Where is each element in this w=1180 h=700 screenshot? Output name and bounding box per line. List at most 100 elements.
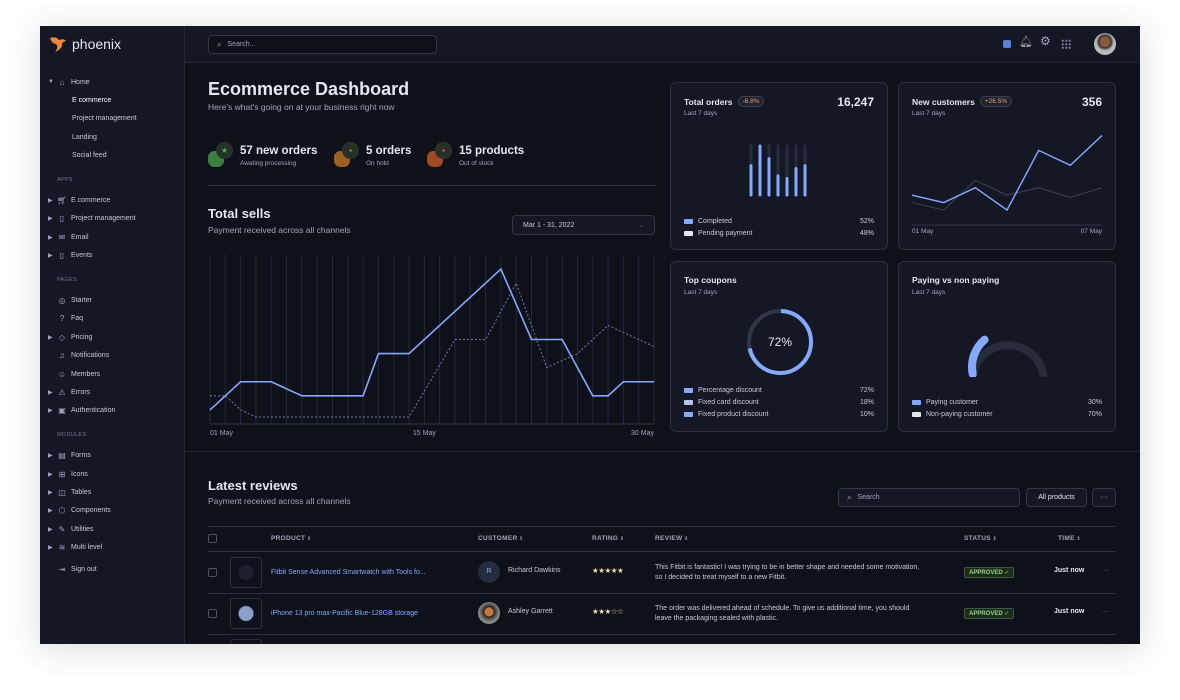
star-filled-icon: ★ bbox=[598, 607, 605, 616]
legend-value: 48% bbox=[859, 229, 874, 237]
review-text: The order was delivered ahead of schedul… bbox=[655, 595, 955, 632]
icon-circle: ▪ bbox=[342, 142, 359, 159]
gauge-fill bbox=[968, 335, 989, 377]
column-header-rating[interactable]: RATING ⇕ bbox=[592, 535, 624, 542]
customer-name[interactable]: Richard Dawkins bbox=[508, 567, 561, 574]
users-icon: ☺ bbox=[57, 369, 67, 379]
x-tick-label: 01 May bbox=[210, 430, 233, 437]
card-title: New customers bbox=[912, 96, 975, 107]
sidebar-item[interactable]: ▶ ◇ Pricing bbox=[48, 331, 92, 343]
x-axis-start-label: 01 May bbox=[912, 228, 934, 235]
logo[interactable]: phoenix bbox=[48, 34, 121, 54]
sign-out-link[interactable]: ⇥ Sign out bbox=[48, 564, 97, 576]
product-thumbnail[interactable] bbox=[230, 639, 262, 644]
change-badge: -6.8% bbox=[737, 96, 765, 107]
cart-icon: 🛒︎ bbox=[56, 195, 68, 205]
sidebar-subitem[interactable]: Social feed bbox=[72, 152, 107, 160]
app-window: phoenix ▼ ⌂ Home E commerce Project manageme… bbox=[40, 26, 1140, 644]
sidebar-item[interactable]: ▶ ▤ Forms bbox=[48, 450, 91, 462]
search-placeholder: Search... bbox=[227, 41, 256, 48]
select-all-checkbox[interactable] bbox=[208, 534, 217, 543]
sidebar-item-label: Members bbox=[71, 370, 101, 378]
tool-icon: ✎ bbox=[58, 524, 66, 534]
mail-icon: ✉ bbox=[58, 232, 66, 242]
column-label: RATING bbox=[592, 535, 619, 542]
more-options-button[interactable]: ··· bbox=[1092, 488, 1116, 507]
sidebar-item[interactable]: ▶ ⬡ Components bbox=[48, 505, 111, 517]
sidebar-item[interactable]: ▶ ⊞ Icons bbox=[48, 468, 88, 480]
caret-down-icon: ▼ bbox=[48, 79, 54, 85]
column-header-customer[interactable]: CUSTOMER ⇕ bbox=[478, 535, 524, 542]
all-products-button[interactable]: All products bbox=[1026, 488, 1087, 507]
reviews-subtitle: Payment received across all channels bbox=[208, 496, 351, 506]
stat-value: 15 products bbox=[459, 145, 525, 157]
total-orders-card: Total orders -6.8% Last 7 days 16,247 Com… bbox=[670, 82, 888, 250]
product-link[interactable]: Fitbit Sense Advanced Smartwatch with To… bbox=[271, 568, 426, 576]
row-actions-button[interactable]: — bbox=[1102, 608, 1109, 615]
star-empty-icon: ☆ bbox=[616, 607, 624, 616]
review-line: so I decided to treat myself to a new Fi… bbox=[655, 573, 787, 581]
sidebar-subitem[interactable]: Landing bbox=[72, 133, 97, 141]
sidebar-subitem[interactable]: E commerce bbox=[72, 96, 112, 104]
sidebar-item[interactable]: ◎ Starter bbox=[48, 294, 93, 306]
total-sells-chart: 01 May 15 May 30 May bbox=[209, 255, 655, 437]
total-orders-bar-chart bbox=[749, 144, 807, 197]
caret-right-icon: ▶ bbox=[48, 253, 53, 260]
product-thumbnail[interactable] bbox=[230, 557, 262, 588]
product-thumbnail[interactable] bbox=[230, 598, 262, 629]
sidebar-item[interactable]: ▶ ≋ Multi level bbox=[48, 542, 102, 554]
apps-grid-icon[interactable] bbox=[1061, 39, 1071, 49]
column-header-status[interactable]: STATUS ⇕ bbox=[964, 535, 997, 542]
column-header-review[interactable]: REVIEW ⇕ bbox=[655, 535, 689, 542]
product-link[interactable]: iPhone 13 pro max-Pacific Blue-128GB sto… bbox=[271, 609, 419, 617]
sidebar-item[interactable]: ? Faq bbox=[48, 313, 83, 325]
sidebar-item[interactable]: ▶ ✉ Email bbox=[48, 231, 89, 243]
legend-label: Fixed product discount bbox=[698, 410, 769, 418]
sidebar-item[interactable]: ▶ ▯ Events bbox=[48, 250, 92, 262]
date-range-value: Mar 1 - 31, 2022 bbox=[523, 221, 575, 229]
caret-right-icon: ▶ bbox=[48, 545, 53, 552]
sort-icon: ⇕ bbox=[305, 536, 312, 542]
sidebar-item-home[interactable]: ▼ ⌂ Home bbox=[48, 76, 90, 88]
sidebar-item[interactable]: ♫ Notifications bbox=[48, 350, 109, 362]
sidebar-item[interactable]: ☺ Members bbox=[48, 368, 100, 380]
date-range-select[interactable]: Mar 1 - 31, 2022 ⌄ bbox=[512, 215, 655, 235]
row-checkbox[interactable] bbox=[208, 609, 217, 618]
star-filled-icon: ★ bbox=[616, 566, 624, 575]
caret-right-icon: ▶ bbox=[48, 216, 53, 223]
card-subtitle: Last 7 days bbox=[684, 110, 718, 117]
gear-icon[interactable]: ⚙ bbox=[1040, 34, 1051, 48]
sidebar-item-label: Utilities bbox=[71, 525, 94, 533]
donut-segment-percentage bbox=[747, 309, 813, 375]
sort-icon: ⇕ bbox=[1074, 536, 1081, 542]
column-header-product[interactable]: PRODUCT ⇕ bbox=[271, 535, 311, 542]
avatar[interactable] bbox=[1094, 33, 1116, 55]
sidebar-item[interactable]: ▶ ▯ Project management bbox=[48, 213, 136, 225]
reviews-search-input[interactable]: ⌕ Search bbox=[838, 488, 1020, 507]
customer-name[interactable]: Ashley Garrett bbox=[508, 608, 553, 615]
new-customers-line-chart bbox=[912, 134, 1103, 226]
row-checkbox[interactable] bbox=[208, 568, 217, 577]
row-actions-button[interactable]: — bbox=[1102, 567, 1109, 574]
legend-label: Fixed card discount bbox=[698, 398, 759, 406]
top-coupons-card: Top coupons Last 7 days 72% Percentage d… bbox=[670, 261, 888, 432]
search-icon: ⌕ bbox=[217, 39, 222, 49]
sidebar-item[interactable]: ▶ 🛒︎ E commerce bbox=[48, 194, 110, 206]
paying-vs-nonpaying-card: Paying vs non paying Last 7 days Paying … bbox=[898, 261, 1116, 432]
sidebar-item[interactable]: ▶ ⚠ Errors bbox=[48, 386, 90, 398]
bell-icon[interactable]: 🔔︎ bbox=[1019, 36, 1033, 48]
compass-icon: ◎ bbox=[58, 295, 66, 305]
row-divider bbox=[208, 634, 1116, 635]
sidebar-item[interactable]: ▶ ✎ Utilities bbox=[48, 523, 94, 535]
legend-swatch bbox=[912, 399, 921, 405]
caret-right-icon: ▶ bbox=[48, 453, 53, 460]
theme-toggle-icon[interactable] bbox=[1003, 40, 1011, 48]
global-search-input[interactable]: ⌕ Search... bbox=[208, 35, 437, 54]
bell-icon: ♫ bbox=[59, 351, 65, 361]
sidebar-subitem[interactable]: Project management bbox=[72, 115, 137, 123]
column-header-time[interactable]: TIME ⇕ bbox=[1058, 535, 1081, 542]
sidebar-item[interactable]: ▶ ◫ Tables bbox=[48, 486, 91, 498]
legend-value: 70% bbox=[1087, 410, 1102, 418]
sidebar-item[interactable]: ▶ ▣ Authentication bbox=[48, 405, 115, 417]
legend-swatch bbox=[684, 399, 693, 405]
